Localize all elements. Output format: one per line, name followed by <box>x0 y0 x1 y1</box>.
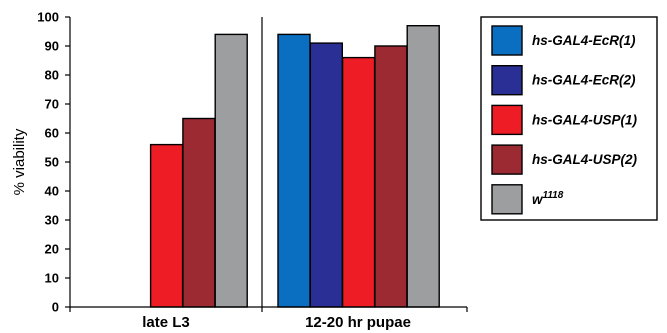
bar-0-2 <box>149 143 184 308</box>
bar-1-4 <box>406 25 440 308</box>
bar-1-0 <box>277 33 311 308</box>
legend-swatch <box>491 25 523 56</box>
bar-0-3 <box>182 117 216 308</box>
legend-label: hs-GAL4-USP(1) <box>532 112 638 127</box>
y-tick-label: 80 <box>45 68 59 83</box>
legend-swatch <box>491 184 523 215</box>
legend-label: hs-GAL4-USP(2) <box>532 152 638 167</box>
y-tick-label: 70 <box>45 97 59 112</box>
y-tick-label: 10 <box>45 271 59 286</box>
y-tick-label: 100 <box>37 10 59 25</box>
legend-swatch <box>491 144 523 175</box>
bar-1-3 <box>374 45 408 308</box>
y-tick-label: 60 <box>45 126 59 141</box>
x-tick-label: 12-20 hr pupae <box>305 314 411 331</box>
axes: 0 10 20 30 40 50 60 70 80 90 100 late L3 12-20 hr pu… <box>11 10 468 331</box>
legend-label: w1118 <box>532 190 564 207</box>
y-tick-label: 30 <box>45 213 59 228</box>
legend: hs-GAL4-EcR(1) hs-GAL4-EcR(2) hs-GAL4-USP(… <box>480 16 658 221</box>
x-tick-label: late L3 <box>142 314 190 331</box>
y-tick-label: 90 <box>45 39 59 54</box>
legend-swatch <box>491 104 523 136</box>
legend-label: hs-GAL4-EcR(2) <box>532 73 636 88</box>
y-tick-label: 20 <box>45 242 59 257</box>
legend-swatch <box>491 64 523 96</box>
y-tick-label: 0 <box>52 300 59 315</box>
y-tick-label: 50 <box>45 155 59 170</box>
plot-area <box>149 25 440 308</box>
y-axis-label: % viability <box>11 128 28 195</box>
bar-0-4 <box>214 33 248 308</box>
y-tick-label: 40 <box>45 184 59 199</box>
bar-1-2 <box>341 56 376 308</box>
bar-1-1 <box>309 42 343 308</box>
legend-label: hs-GAL4-EcR(1) <box>532 33 636 48</box>
